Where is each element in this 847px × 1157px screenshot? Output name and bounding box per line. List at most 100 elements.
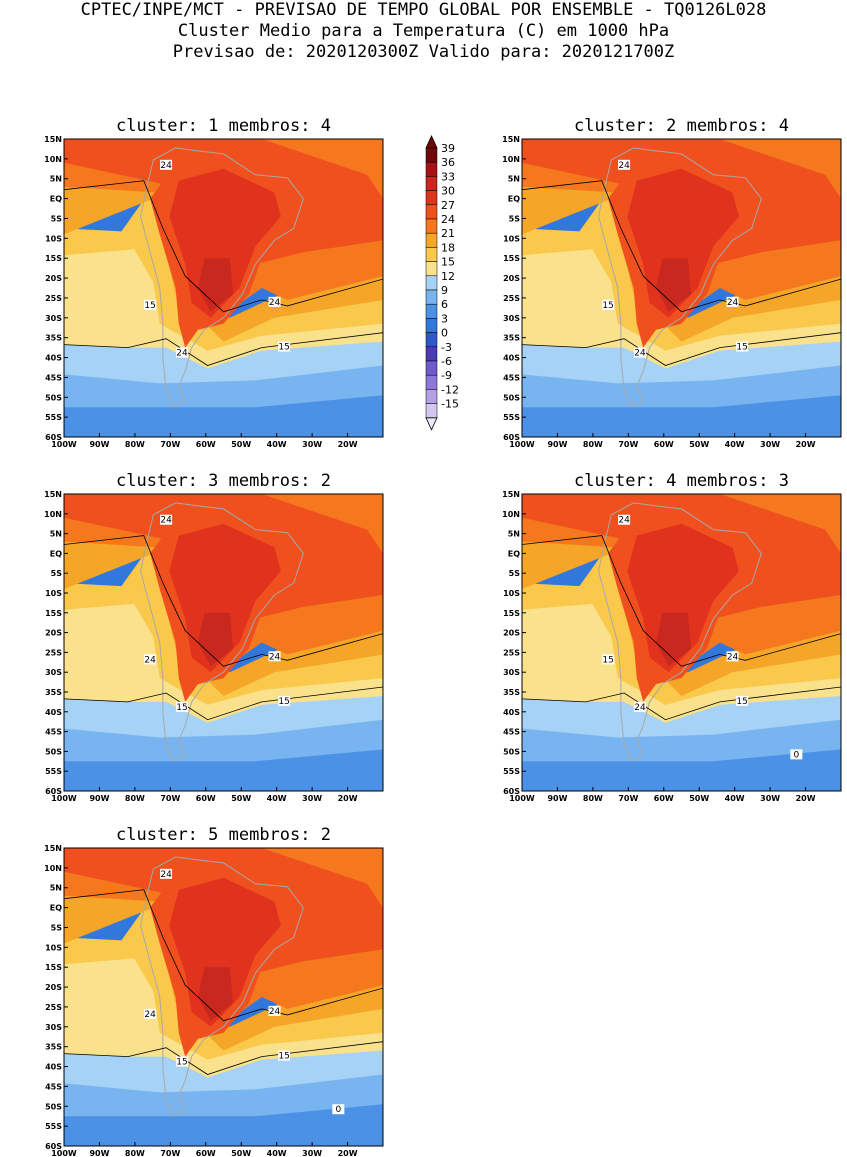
contour-label: 24 bbox=[160, 161, 172, 171]
lon-tick-label: 60W bbox=[654, 794, 674, 803]
lat-tick-label: 10N bbox=[502, 510, 520, 519]
temperature-band bbox=[522, 174, 841, 351]
lat-tick-label: 10S bbox=[503, 589, 520, 598]
contour-label: 15 bbox=[176, 1058, 187, 1068]
contour-label: 24 bbox=[269, 652, 281, 662]
colorbar-swatch bbox=[425, 204, 438, 220]
lon-tick-label: 60W bbox=[196, 794, 216, 803]
colorbar-label: 15 bbox=[441, 256, 455, 269]
contour-label: 15 bbox=[278, 1052, 289, 1062]
contour-label-box bbox=[278, 1050, 291, 1061]
colorbar-label: -9 bbox=[441, 369, 452, 382]
lat-tick-label: 10N bbox=[44, 155, 62, 164]
lon-tick-label: 100W bbox=[51, 794, 77, 803]
lon-tick-label: 100W bbox=[51, 1149, 77, 1157]
lon-tick-label: 20W bbox=[796, 440, 816, 449]
contour-label-box bbox=[144, 1008, 157, 1019]
colorbar-label: 36 bbox=[441, 156, 455, 169]
temperature-band bbox=[64, 174, 383, 351]
temperature-field bbox=[64, 494, 383, 791]
lon-tick-label: 30W bbox=[760, 440, 780, 449]
contour-label: 24 bbox=[727, 652, 739, 662]
cluster-panel-2: cluster: 2 membros: 4 24 24 15 24 15 15N 10N 5N E… bbox=[502, 116, 842, 449]
lat-tick-label: 60S bbox=[45, 433, 62, 442]
lat-tick-label: 15N bbox=[44, 490, 62, 499]
temperature-band bbox=[522, 243, 841, 369]
lon-tick-label: 50W bbox=[231, 1149, 251, 1157]
lat-tick-label: 25S bbox=[503, 294, 520, 303]
temperature-band bbox=[64, 598, 383, 723]
lat-tick-label: 60S bbox=[45, 787, 62, 796]
lat-tick-label: 5S bbox=[51, 923, 63, 932]
lat-tick-label: 55S bbox=[45, 413, 62, 422]
colorbar-label: 3 bbox=[441, 312, 448, 325]
colorbar-label: -6 bbox=[441, 355, 452, 368]
lat-tick-label: 30S bbox=[503, 314, 520, 323]
contour-label: 24 bbox=[727, 298, 739, 308]
coastline bbox=[140, 856, 304, 1117]
lon-tick-label: 90W bbox=[89, 1149, 109, 1157]
lat-tick-label: 10S bbox=[503, 234, 520, 243]
coastline bbox=[598, 502, 762, 762]
temperature-band bbox=[522, 174, 841, 342]
lat-tick-label: 35S bbox=[45, 688, 62, 697]
cluster-panel-title: cluster: 1 membros: 4 bbox=[116, 116, 331, 136]
contour-label-box bbox=[634, 347, 647, 358]
lon-tick-label: 90W bbox=[547, 794, 567, 803]
lat-tick-label: 55S bbox=[45, 767, 62, 776]
cluster-panel-title: cluster: 5 membros: 2 bbox=[116, 825, 331, 845]
temperature-band bbox=[64, 529, 383, 696]
temperature-field bbox=[522, 139, 841, 437]
lat-tick-label: EQ bbox=[50, 549, 62, 558]
contour-label-box bbox=[268, 651, 281, 662]
lat-tick-label: 5N bbox=[508, 175, 520, 184]
lat-tick-label: 5N bbox=[50, 884, 62, 893]
lon-tick-label: 100W bbox=[509, 440, 535, 449]
lon-tick-label: 100W bbox=[51, 440, 77, 449]
lat-tick-label: 5S bbox=[51, 569, 63, 578]
contour-label-box bbox=[268, 1005, 281, 1016]
lon-tick-label: 40W bbox=[267, 794, 287, 803]
lon-tick-label: 90W bbox=[89, 794, 109, 803]
colorbar-label: -15 bbox=[441, 398, 459, 411]
lon-tick-label: 70W bbox=[160, 794, 180, 803]
lon-tick-label: 30W bbox=[302, 794, 322, 803]
lat-tick-label: 20S bbox=[503, 629, 520, 638]
lon-tick-label: 40W bbox=[725, 440, 745, 449]
colorbar-label: 12 bbox=[441, 270, 455, 283]
colorbar-top-arrow bbox=[425, 135, 438, 149]
lat-tick-label: 55S bbox=[45, 1122, 62, 1131]
colorbar-label: 9 bbox=[441, 284, 448, 297]
lat-tick-label: 30S bbox=[45, 668, 62, 677]
lat-tick-label: 50S bbox=[503, 393, 520, 402]
lat-tick-label: 15N bbox=[502, 490, 520, 499]
contour-label: 15 bbox=[144, 301, 155, 311]
lon-tick-label: 60W bbox=[196, 1149, 216, 1157]
map-frame bbox=[63, 847, 384, 1147]
temperature-band bbox=[627, 523, 739, 673]
cluster-panel-title: cluster: 4 membros: 3 bbox=[574, 471, 789, 491]
colorbar-swatch bbox=[425, 176, 438, 191]
colorbar-swatch bbox=[425, 346, 438, 362]
lat-tick-label: 10S bbox=[45, 234, 62, 243]
lon-tick-label: 60W bbox=[196, 440, 216, 449]
header-title-line3: Previsao de: 2020120300Z Valido para: 20… bbox=[172, 42, 675, 62]
contour-label-box bbox=[144, 299, 157, 310]
lat-tick-label: 5S bbox=[51, 214, 63, 223]
contour-label: 24 bbox=[144, 1010, 156, 1020]
colorbar-label: 24 bbox=[441, 213, 455, 226]
lat-tick-label: 15S bbox=[45, 254, 62, 263]
lon-tick-label: 80W bbox=[125, 440, 145, 449]
lon-tick-label: 70W bbox=[160, 440, 180, 449]
contour-label: 24 bbox=[634, 703, 646, 713]
contour-label-box bbox=[160, 868, 173, 879]
lat-tick-label: 50S bbox=[45, 747, 62, 756]
lat-tick-label: 45S bbox=[503, 728, 520, 737]
colorbar-swatch bbox=[425, 374, 438, 390]
contour-label-box bbox=[736, 695, 749, 706]
contour-label-box bbox=[602, 299, 615, 310]
contour-label-box bbox=[618, 514, 631, 525]
lat-tick-label: 15N bbox=[502, 135, 520, 144]
coastline bbox=[140, 147, 304, 408]
